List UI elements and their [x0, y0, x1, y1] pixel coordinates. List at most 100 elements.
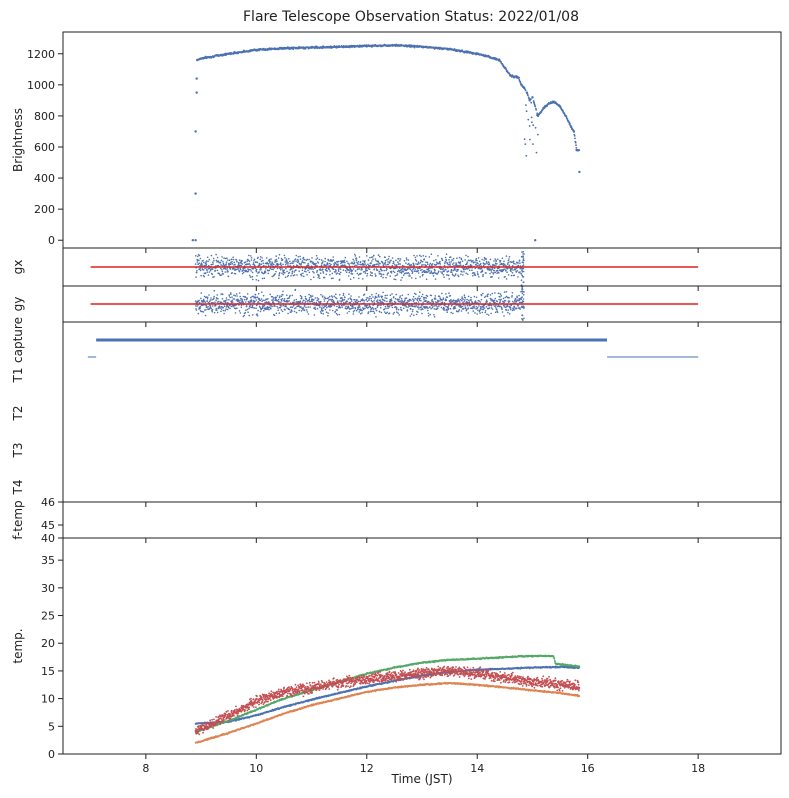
- gy-point: [441, 292, 443, 295]
- gy-point: [418, 308, 420, 310]
- gx-point: [428, 269, 430, 272]
- gx-point: [306, 258, 309, 261]
- gy-point: [322, 313, 325, 315]
- gy-point: [239, 295, 241, 298]
- gy-point: [404, 299, 406, 302]
- gy-point: [432, 301, 435, 304]
- gy-point: [335, 293, 337, 296]
- gx-point: [204, 267, 206, 270]
- gx-point: [372, 258, 374, 261]
- gy-point: [234, 295, 237, 297]
- gx-point: [461, 271, 463, 273]
- gx-point: [259, 255, 262, 258]
- gx-point: [513, 274, 516, 277]
- gx-point: [276, 267, 279, 270]
- gx-point: [489, 258, 492, 261]
- gy-point: [391, 306, 394, 309]
- gy-point: [477, 309, 479, 312]
- gx-point: [217, 260, 220, 262]
- gy-point: [407, 306, 409, 308]
- gx-point: [300, 263, 303, 265]
- gx-point: [294, 258, 297, 260]
- gx-point: [327, 264, 329, 266]
- gx-point: [379, 255, 381, 258]
- gx-point: [325, 273, 328, 276]
- gx-point: [249, 264, 252, 266]
- gx-point: [237, 268, 239, 271]
- gy-point: [276, 305, 278, 308]
- gy-point: [414, 306, 417, 308]
- gx-point: [506, 271, 508, 274]
- gy-point: [494, 311, 497, 314]
- gy-point: [519, 308, 521, 310]
- gx-point: [406, 259, 408, 261]
- gx-point: [215, 253, 217, 256]
- gy-point: [489, 294, 492, 296]
- gy-point: [214, 301, 216, 304]
- gx-point: [399, 271, 401, 274]
- gx-point: [381, 262, 384, 264]
- gx-point: [522, 262, 525, 264]
- gx-point: [375, 259, 377, 262]
- brightness-ytick-label: 0: [48, 234, 55, 247]
- brightness-point: [537, 133, 539, 136]
- gy-point: [261, 306, 264, 309]
- gx-point: [344, 261, 346, 264]
- gx-point: [505, 255, 508, 257]
- gy-point: [325, 311, 328, 314]
- gy-point: [278, 312, 281, 314]
- gx-point: [426, 271, 429, 273]
- gy-point: [449, 294, 452, 297]
- gx-point: [414, 256, 417, 259]
- gx-point: [267, 263, 270, 265]
- gy-point: [417, 297, 419, 299]
- gx-point: [260, 263, 263, 266]
- gx-point: [238, 259, 241, 262]
- gy-point: [328, 295, 331, 298]
- gx-point: [351, 261, 353, 264]
- gy-point: [434, 295, 437, 297]
- gy-point: [213, 311, 216, 314]
- gx-point: [419, 254, 421, 257]
- gx-point: [250, 259, 253, 261]
- gy-point: [385, 307, 387, 310]
- gy-point: [225, 308, 227, 310]
- gx-point: [337, 260, 340, 263]
- brightness-point: [525, 91, 529, 94]
- gx-point: [278, 272, 281, 274]
- gx-point: [390, 272, 393, 274]
- gx-point: [515, 263, 517, 265]
- brightness-point: [393, 44, 396, 47]
- gy-point: [399, 295, 402, 297]
- gx-point: [442, 267, 445, 270]
- brightness-point: [535, 109, 538, 111]
- gy-point: [350, 295, 352, 297]
- gx-point: [303, 270, 306, 273]
- brightness-point: [534, 239, 537, 242]
- gy-point: [215, 307, 218, 310]
- gx-point: [482, 275, 484, 278]
- gy-point: [321, 308, 323, 310]
- gy-point: [204, 314, 207, 317]
- gy-point: [257, 309, 259, 312]
- gx-point: [297, 259, 299, 262]
- gx-point: [247, 259, 250, 262]
- gy-point: [220, 310, 222, 313]
- gx-point: [477, 273, 479, 276]
- gx-point: [271, 262, 274, 264]
- gx-point: [282, 273, 285, 276]
- gy-point: [507, 309, 510, 311]
- gy-point: [220, 301, 223, 304]
- gx-point: [462, 274, 464, 276]
- gx-point: [391, 257, 394, 259]
- gy-point: [251, 301, 253, 303]
- gy-point: [395, 308, 398, 311]
- gx-point: [250, 257, 253, 259]
- gx-point: [425, 261, 427, 264]
- gy-point: [198, 299, 200, 302]
- gx-point: [392, 270, 395, 273]
- gx-point: [456, 257, 458, 260]
- gx-point: [275, 258, 278, 261]
- gx-point: [206, 256, 209, 259]
- gy-point: [500, 305, 502, 308]
